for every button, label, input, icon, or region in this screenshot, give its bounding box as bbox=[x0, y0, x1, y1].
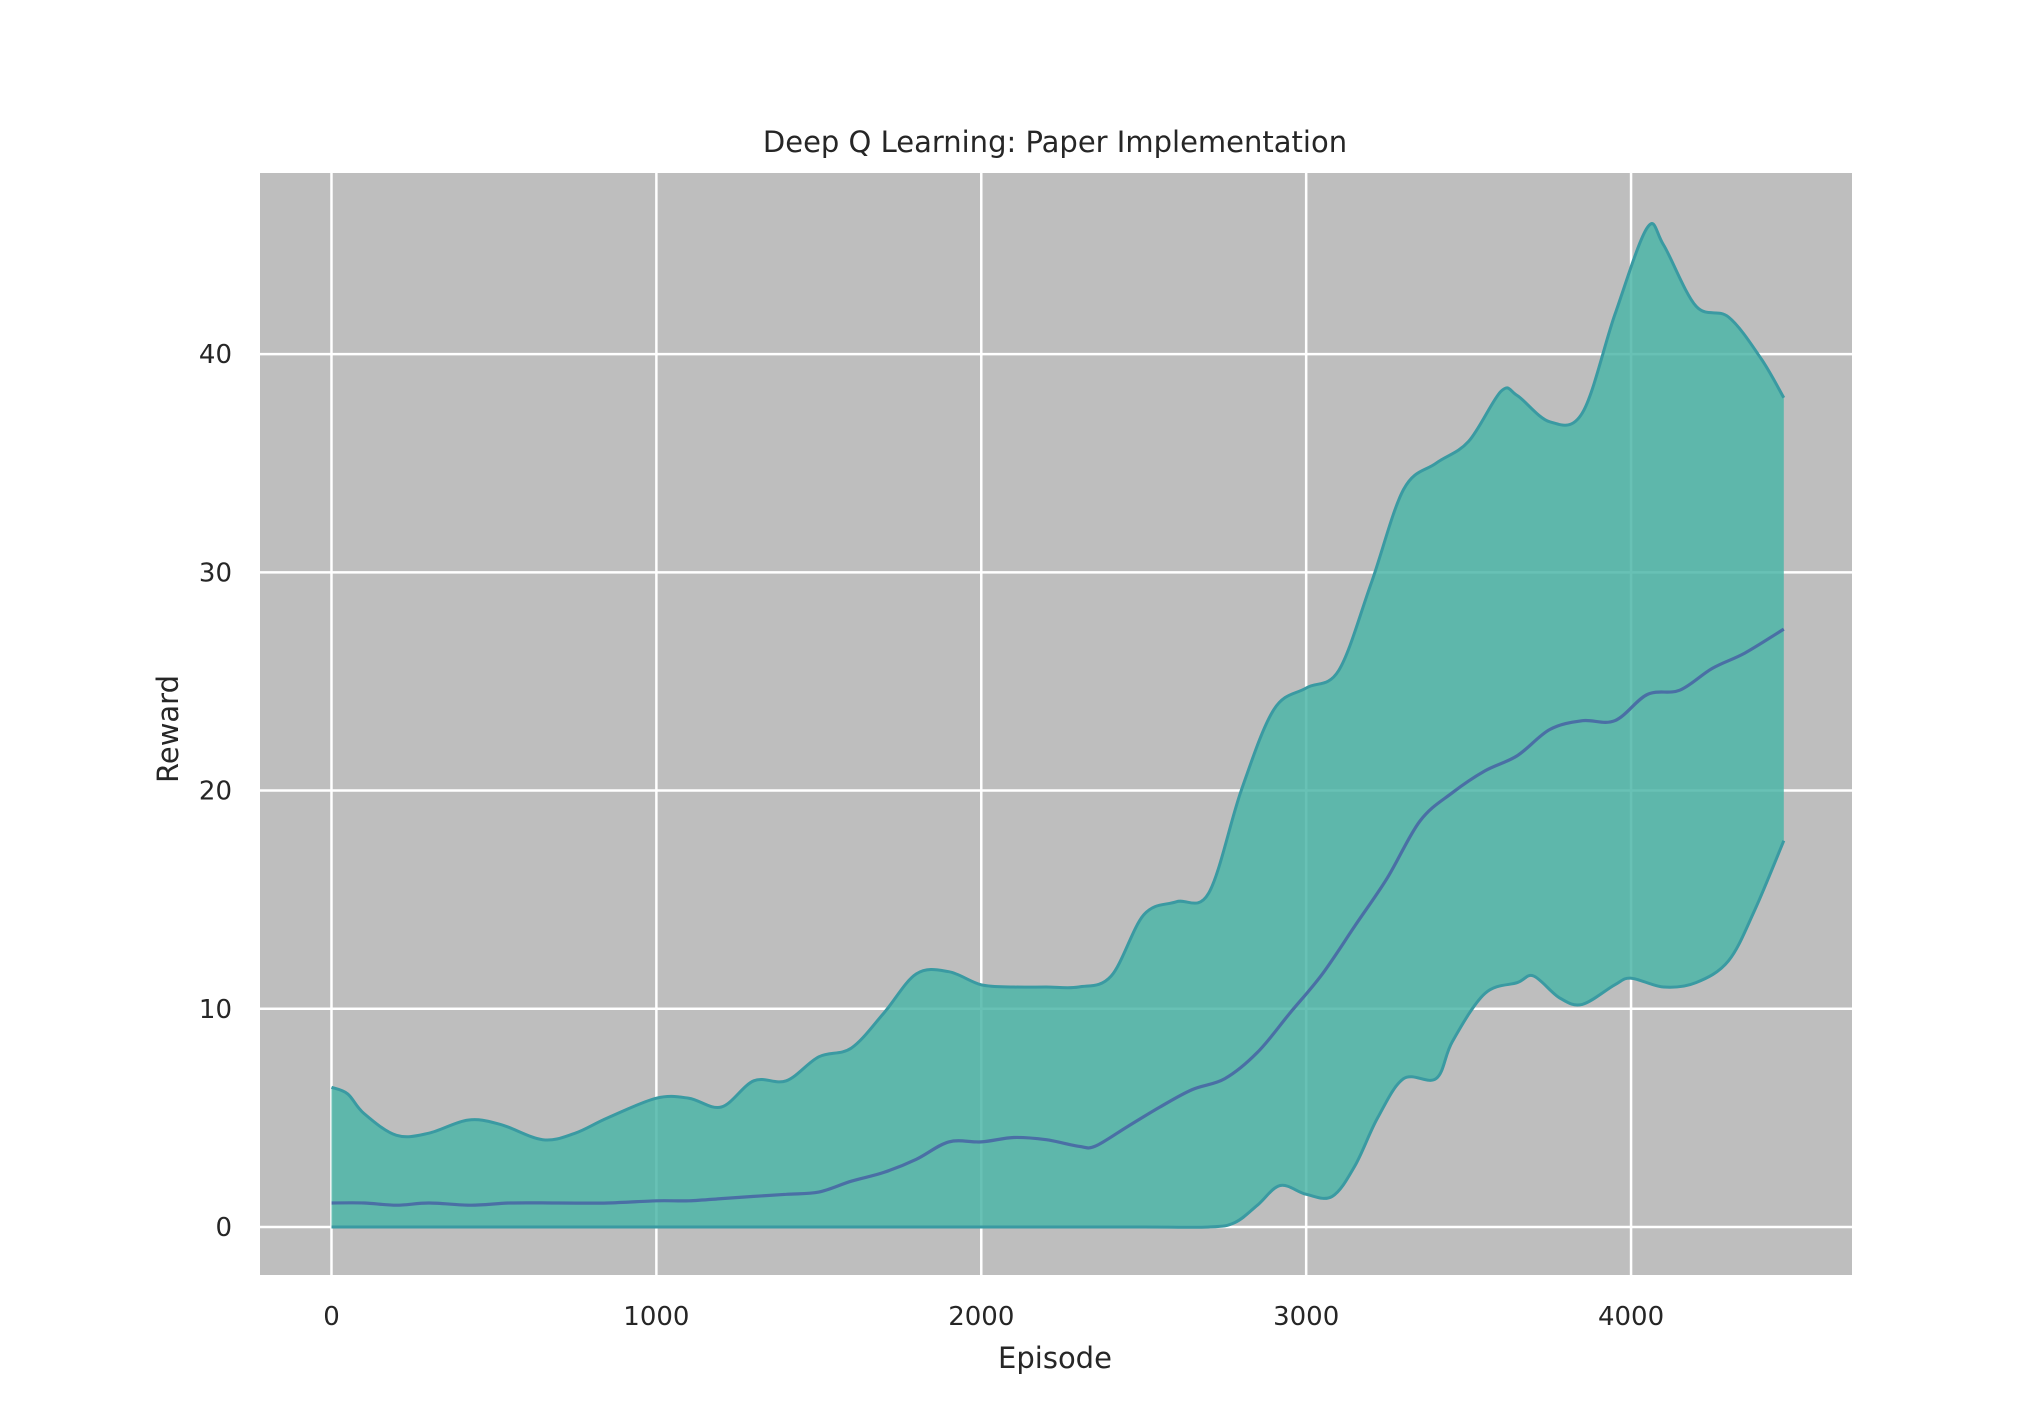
x-tick-label: 1000 bbox=[623, 1302, 689, 1332]
mean-reward-line bbox=[331, 627, 1785, 1207]
y-axis-label: Reward bbox=[151, 675, 185, 783]
y-tick-label: 40 bbox=[199, 340, 232, 370]
x-tick-label: 4000 bbox=[1598, 1302, 1664, 1332]
reward-band bbox=[331, 223, 1784, 1228]
lower-bound-line bbox=[331, 840, 1786, 1229]
x-axis-label: Episode bbox=[998, 1341, 1112, 1375]
chart-title: Deep Q Learning: Paper Implementation bbox=[763, 125, 1347, 159]
y-tick-label: 0 bbox=[215, 1213, 232, 1243]
upper-bound-line bbox=[330, 222, 1786, 1142]
y-tick-label: 30 bbox=[199, 558, 232, 588]
y-tick-label: 20 bbox=[199, 777, 232, 807]
y-tick-labels: 0 10 20 30 40 bbox=[199, 340, 232, 1243]
x-tick-label: 2000 bbox=[948, 1302, 1014, 1332]
series-lines bbox=[330, 222, 1786, 1229]
reward-band-fill bbox=[331, 223, 1784, 1228]
x-tick-label: 0 bbox=[323, 1302, 340, 1332]
x-tick-labels: 0 1000 2000 3000 4000 bbox=[323, 1302, 1664, 1332]
y-tick-label: 10 bbox=[199, 995, 232, 1025]
x-tick-label: 3000 bbox=[1273, 1302, 1339, 1332]
